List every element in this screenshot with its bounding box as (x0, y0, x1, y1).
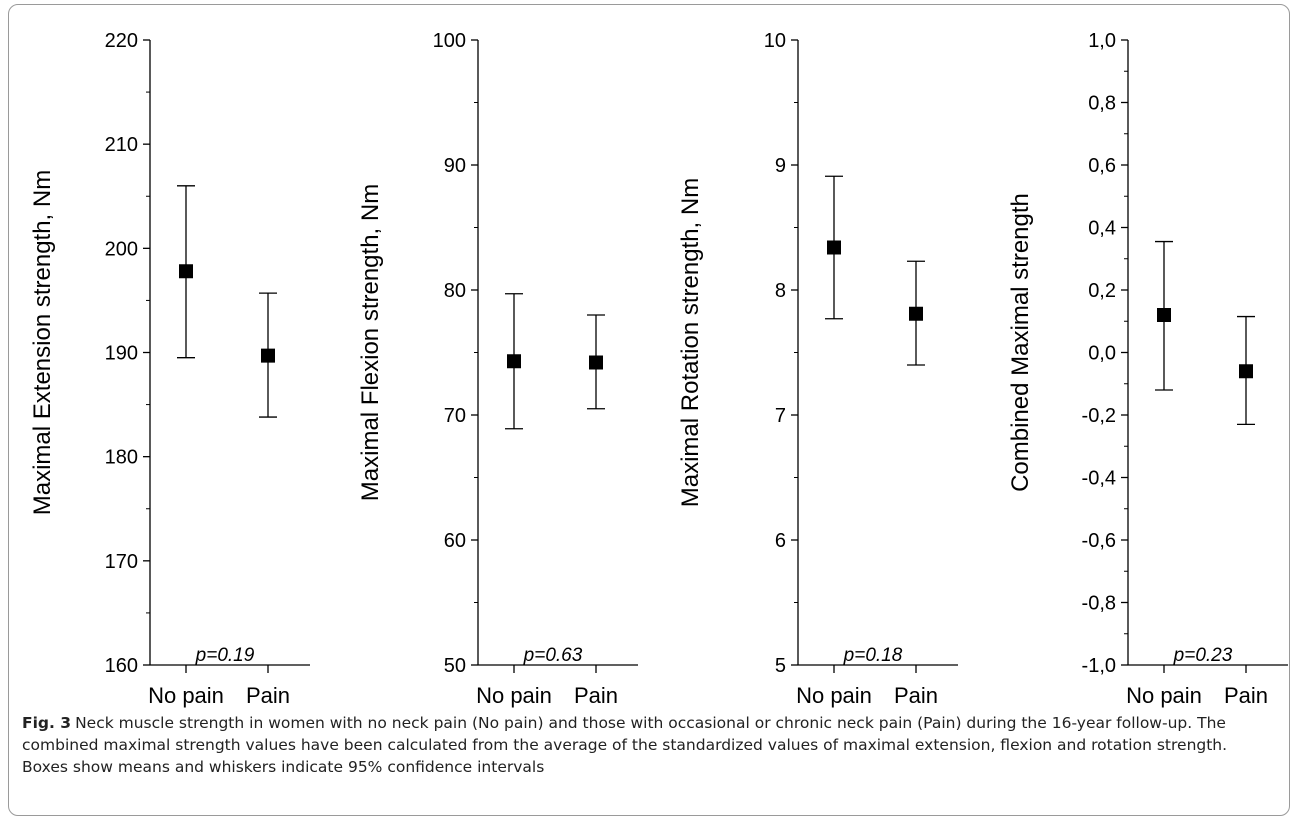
y-tick-label: 0,4 (1088, 218, 1116, 240)
y-tick-label: 6 (775, 530, 786, 552)
y-tick-label: 100 (433, 30, 466, 52)
figure-frame (8, 4, 1290, 816)
y-tick-label: 1,0 (1088, 30, 1116, 52)
figure-charts: 160 170 180 190 200 210 220 Maximal Extension s… (29, 30, 1288, 708)
y-tick-label: 200 (105, 238, 138, 260)
y-axis-title: Maximal Rotation strength, Nm (677, 178, 704, 507)
y-tick-label: 50 (444, 655, 466, 677)
y-axis-title: Maximal Extension strength, Nm (29, 170, 56, 515)
y-tick-label: -0,6 (1082, 530, 1116, 552)
p-value-annotation: p=0.19 (195, 645, 255, 666)
y-axis-title: Maximal Flexion strength, Nm (357, 184, 384, 501)
y-tick-label: 220 (105, 30, 138, 52)
y-tick-label: 10 (764, 30, 786, 52)
x-category-label: No pain (796, 683, 872, 708)
x-category-label: No pain (1126, 683, 1202, 708)
y-tick-label: 0,0 (1088, 343, 1116, 365)
x-category-label: Pain (574, 683, 618, 708)
mean-marker (1239, 364, 1253, 379)
y-tick-label: -0,8 (1082, 593, 1116, 615)
caption-text: Neck muscle strength in women with no ne… (22, 714, 1228, 776)
chart-panel-3: 5 6 7 8 9 10 Maximal Rotation strength, Nm No p… (677, 30, 958, 708)
y-tick-label: 70 (444, 405, 466, 427)
mean-marker (1157, 308, 1171, 322)
caption-label: Fig. 3 (22, 714, 72, 732)
y-tick-label: 60 (444, 530, 466, 552)
figure-caption: Fig. 3 Neck muscle strength in women with… (22, 712, 1277, 778)
chart-panel-2: 50 60 70 80 90 100 Maximal Flexion strength, N… (357, 30, 638, 708)
y-tick-label: 0,8 (1088, 93, 1116, 115)
y-tick-label: 0,6 (1088, 155, 1116, 177)
p-value-annotation: p=0.18 (843, 645, 903, 666)
y-tick-label: 0,2 (1088, 280, 1116, 302)
chart-panel-1: 160 170 180 190 200 210 220 Maximal Extension s… (29, 30, 310, 708)
mean-marker (261, 348, 275, 363)
y-tick-label: 9 (775, 155, 786, 177)
y-tick-label: -0,4 (1082, 468, 1116, 490)
chart-panel-4: -1,0 -0,8 -0,6 -0,4 -0,2 0,0 0,2 0,4 0,6 0,8 1,0 Co… (1007, 30, 1288, 708)
y-tick-label: 5 (775, 655, 786, 677)
y-axis-title: Combined Maximal strength (1007, 193, 1034, 492)
mean-marker (909, 306, 923, 321)
y-tick-label: 190 (105, 343, 138, 365)
y-tick-label: -0,2 (1082, 405, 1116, 427)
x-category-label: No pain (148, 683, 224, 708)
y-tick-label: 80 (444, 280, 466, 302)
y-tick-label: 8 (775, 280, 786, 302)
mean-marker (827, 240, 841, 255)
x-category-label: Pain (246, 683, 290, 708)
p-value-annotation: p=0.63 (523, 645, 583, 666)
y-tick-label: 210 (105, 134, 138, 156)
y-tick-label: 180 (105, 447, 138, 469)
y-tick-label: 90 (444, 155, 466, 177)
y-tick-label: 160 (105, 655, 138, 677)
mean-marker (507, 354, 521, 369)
p-value-annotation: p=0.23 (1173, 645, 1233, 666)
x-category-label: No pain (476, 683, 552, 708)
mean-marker (179, 264, 193, 279)
y-tick-label: -1,0 (1082, 655, 1116, 677)
x-category-label: Pain (894, 683, 938, 708)
x-category-label: Pain (1224, 683, 1268, 708)
y-tick-label: 170 (105, 551, 138, 573)
mean-marker (589, 355, 603, 370)
y-tick-label: 7 (775, 405, 786, 427)
